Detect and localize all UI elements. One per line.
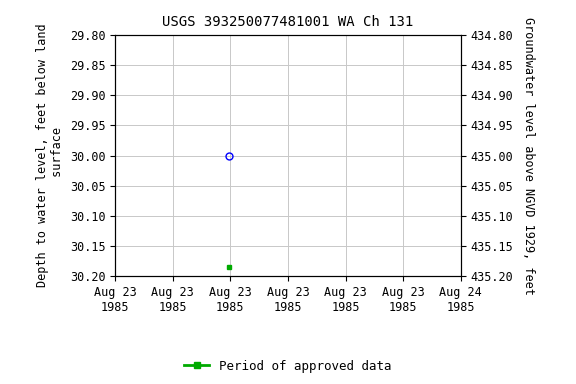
Y-axis label: Depth to water level, feet below land
 surface: Depth to water level, feet below land su… (36, 24, 65, 287)
Title: USGS 393250077481001 WA Ch 131: USGS 393250077481001 WA Ch 131 (162, 15, 414, 29)
Y-axis label: Groundwater level above NGVD 1929, feet: Groundwater level above NGVD 1929, feet (522, 17, 535, 295)
Legend: Period of approved data: Period of approved data (179, 355, 397, 378)
